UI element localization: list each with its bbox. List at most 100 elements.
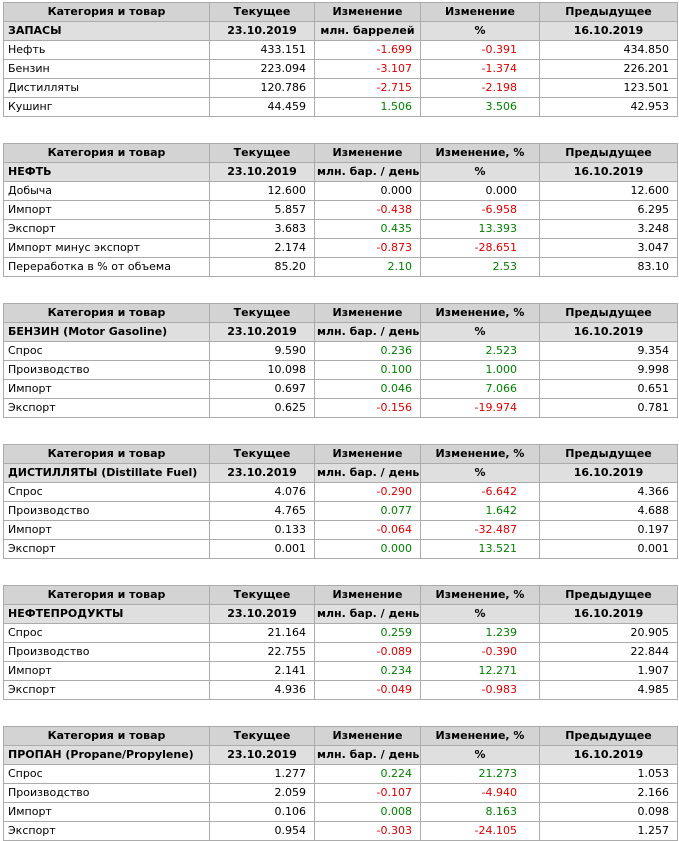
previous-date-label: 16.10.2019 <box>539 604 678 624</box>
table-body: Спрос 1.277 0.224 21.273 1.053 Производс… <box>3 764 678 841</box>
previous-value: 22.844 <box>539 642 678 662</box>
change-pct-value: -0.391 <box>420 40 540 60</box>
current-value: 0.001 <box>209 539 315 559</box>
change-value: -0.089 <box>314 642 421 662</box>
current-value: 44.459 <box>209 97 315 117</box>
change-value: 0.100 <box>314 360 421 380</box>
change-pct-unit-label: % <box>420 745 540 765</box>
category-cell: Импорт <box>3 520 210 540</box>
current-value: 4.936 <box>209 680 315 700</box>
table-row: Нефть 433.151 -1.699 -0.391 434.850 <box>3 40 678 60</box>
current-value: 22.755 <box>209 642 315 662</box>
change-pct-value: -1.374 <box>420 59 540 79</box>
current-value: 4.765 <box>209 501 315 521</box>
eia-report-page: Категория и товар Текущее Изменение Изме… <box>3 2 678 841</box>
previous-value: 226.201 <box>539 59 678 79</box>
current-value: 223.094 <box>209 59 315 79</box>
change-pct-value: 1.239 <box>420 623 540 643</box>
current-value: 10.098 <box>209 360 315 380</box>
table-row: Экспорт 4.936 -0.049 -0.983 4.985 <box>3 680 678 700</box>
change-value: -0.438 <box>314 200 421 220</box>
change-value: -0.064 <box>314 520 421 540</box>
col-header-change-pct: Изменение, % <box>420 303 540 323</box>
current-date-label: 23.10.2019 <box>209 162 315 182</box>
table-row: Производство 10.098 0.100 1.000 9.998 <box>3 360 678 380</box>
col-header-category: Категория и товар <box>3 585 210 605</box>
current-value: 0.106 <box>209 802 315 822</box>
category-cell: Добыча <box>3 181 210 201</box>
previous-value: 1.053 <box>539 764 678 784</box>
category-cell: Кушинг <box>3 97 210 117</box>
col-header-current: Текущее <box>209 143 315 163</box>
previous-value: 434.850 <box>539 40 678 60</box>
change-pct-value: 7.066 <box>420 379 540 399</box>
col-header-previous: Предыдущее <box>539 444 678 464</box>
table-row: Бензин 223.094 -3.107 -1.374 226.201 <box>3 59 678 79</box>
column-header-row: Категория и товар Текущее Изменение Изме… <box>3 303 678 323</box>
previous-value: 0.781 <box>539 398 678 418</box>
change-pct-value: 8.163 <box>420 802 540 822</box>
change-pct-value: -0.390 <box>420 642 540 662</box>
previous-value: 1.257 <box>539 821 678 841</box>
change-value: -0.303 <box>314 821 421 841</box>
change-pct-unit-label: % <box>420 604 540 624</box>
change-pct-unit-label: % <box>420 21 540 41</box>
table-row: Экспорт 0.625 -0.156 -19.974 0.781 <box>3 398 678 418</box>
column-header-row: Категория и товар Текущее Изменение Изме… <box>3 2 678 22</box>
current-value: 0.625 <box>209 398 315 418</box>
current-date-label: 23.10.2019 <box>209 604 315 624</box>
current-date-label: 23.10.2019 <box>209 21 315 41</box>
col-header-category: Категория и товар <box>3 143 210 163</box>
change-pct-value: -6.642 <box>420 482 540 502</box>
previous-value: 83.10 <box>539 257 678 277</box>
table-row: Спрос 4.076 -0.290 -6.642 4.366 <box>3 482 678 502</box>
change-value: 0.224 <box>314 764 421 784</box>
table-row: Импорт 0.697 0.046 7.066 0.651 <box>3 379 678 399</box>
subheader-row: НЕФТЕПРОДУКТЫ 23.10.2019 млн. бар. / ден… <box>3 604 678 624</box>
category-cell: Спрос <box>3 341 210 361</box>
category-cell: Импорт минус экспорт <box>3 238 210 258</box>
change-value: 0.259 <box>314 623 421 643</box>
previous-value: 9.998 <box>539 360 678 380</box>
previous-value: 12.600 <box>539 181 678 201</box>
data-table: Категория и товар Текущее Изменение Изме… <box>3 2 678 117</box>
change-pct-value: -32.487 <box>420 520 540 540</box>
previous-value: 3.047 <box>539 238 678 258</box>
col-header-current: Текущее <box>209 726 315 746</box>
table-title: НЕФТЬ <box>3 162 210 182</box>
table-body: Добыча 12.600 0.000 0.000 12.600 Импорт … <box>3 181 678 277</box>
table-row: Спрос 9.590 0.236 2.523 9.354 <box>3 341 678 361</box>
current-value: 0.697 <box>209 379 315 399</box>
change-pct-value: 0.000 <box>420 181 540 201</box>
data-table: Категория и товар Текущее Изменение Изме… <box>3 444 678 559</box>
category-cell: Экспорт <box>3 398 210 418</box>
category-cell: Экспорт <box>3 539 210 559</box>
col-header-change-pct: Изменение <box>420 2 540 22</box>
change-pct-value: -0.983 <box>420 680 540 700</box>
change-value: -0.049 <box>314 680 421 700</box>
change-unit-label: млн. бар. / день <box>314 162 421 182</box>
change-pct-value: 2.53 <box>420 257 540 277</box>
current-value: 2.059 <box>209 783 315 803</box>
change-pct-value: 21.273 <box>420 764 540 784</box>
table-row: Производство 22.755 -0.089 -0.390 22.844 <box>3 642 678 662</box>
previous-value: 2.166 <box>539 783 678 803</box>
change-pct-value: 3.506 <box>420 97 540 117</box>
subheader-row: НЕФТЬ 23.10.2019 млн. бар. / день % 16.1… <box>3 162 678 182</box>
previous-date-label: 16.10.2019 <box>539 21 678 41</box>
col-header-current: Текущее <box>209 444 315 464</box>
col-header-change: Изменение <box>314 444 421 464</box>
table-row: Экспорт 3.683 0.435 13.393 3.248 <box>3 219 678 239</box>
change-pct-value: -28.651 <box>420 238 540 258</box>
category-cell: Импорт <box>3 661 210 681</box>
change-unit-label: млн. бар. / день <box>314 745 421 765</box>
category-cell: Спрос <box>3 764 210 784</box>
current-date-label: 23.10.2019 <box>209 745 315 765</box>
change-value: 0.000 <box>314 539 421 559</box>
column-header-row: Категория и товар Текущее Изменение Изме… <box>3 444 678 464</box>
change-pct-value: -6.958 <box>420 200 540 220</box>
change-value: -3.107 <box>314 59 421 79</box>
change-value: 2.10 <box>314 257 421 277</box>
category-cell: Спрос <box>3 482 210 502</box>
category-cell: Переработка в % от объема <box>3 257 210 277</box>
